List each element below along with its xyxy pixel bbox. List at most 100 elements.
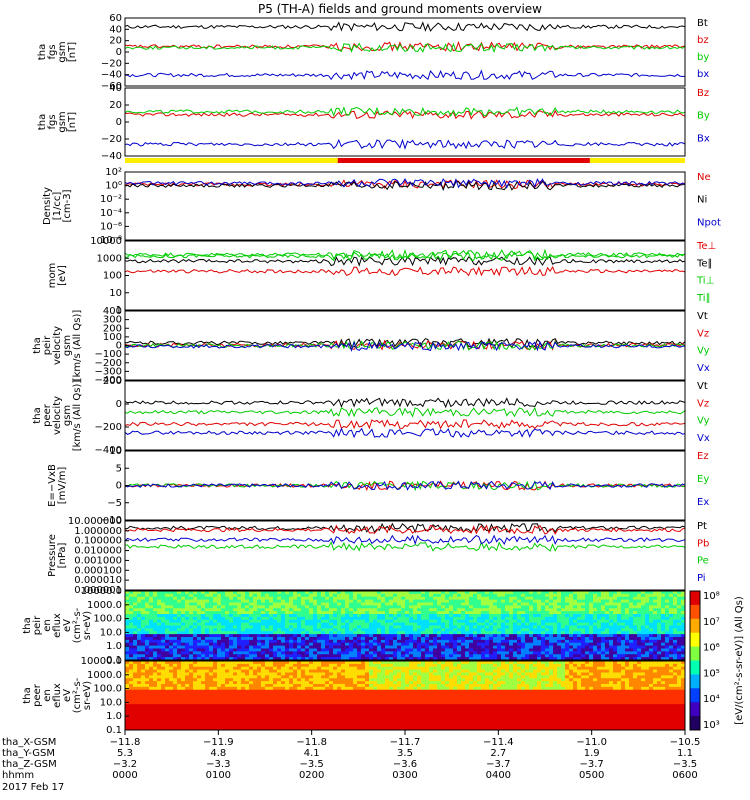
spectrogram-cell xyxy=(629,619,634,624)
spectrogram-cell xyxy=(393,611,398,615)
spectrogram-cell xyxy=(337,672,342,676)
spectrogram-cell xyxy=(281,631,286,635)
spectrogram-cell xyxy=(169,675,174,679)
spectrogram-cell xyxy=(181,616,186,621)
spectrogram-cell xyxy=(353,611,358,615)
spectrogram-cell xyxy=(569,657,574,661)
spectrogram-cell xyxy=(469,593,474,598)
spectrogram-cell xyxy=(165,689,170,694)
spectrogram-cell xyxy=(145,639,150,644)
spectrogram-cell xyxy=(273,669,278,673)
spectrogram-cell xyxy=(261,591,266,595)
spectrogram-cell xyxy=(533,684,538,688)
spectrogram-cell xyxy=(605,599,610,603)
spectrogram-cell xyxy=(197,672,202,676)
spectrogram-cell xyxy=(589,645,594,649)
spectrogram-cell xyxy=(497,602,502,606)
spectrogram-cell xyxy=(561,614,566,618)
spectrogram-cell xyxy=(637,634,642,638)
spectrogram-cell xyxy=(409,651,414,655)
spectrogram-cell xyxy=(173,684,178,688)
spectrogram-cell xyxy=(481,602,486,606)
spectrogram-cell xyxy=(229,642,234,647)
spectrogram-cell xyxy=(265,591,270,595)
spectrogram-cell xyxy=(329,616,334,621)
spectrogram-cell xyxy=(493,616,498,621)
spectrogram-cell xyxy=(413,678,418,682)
spectrogram-cell xyxy=(173,663,178,668)
spectrogram-cell xyxy=(181,686,186,691)
spectrogram-cell xyxy=(245,678,250,682)
spectrogram-cell xyxy=(157,666,162,671)
spectrogram-cell xyxy=(345,661,350,665)
spectrogram-cell xyxy=(221,625,226,629)
spectrogram-cell xyxy=(561,651,566,655)
spectrogram-cell xyxy=(569,637,574,641)
spectrogram-cell xyxy=(637,663,642,668)
spectrogram-cell xyxy=(653,648,658,652)
spectrogram-cell xyxy=(481,654,486,658)
spectrogram-cell xyxy=(601,639,606,644)
spectrogram-cell xyxy=(537,672,542,676)
spectrogram-cell xyxy=(473,596,478,601)
panel-peir_spectrogram: 10000.01000.0100.010.01.00.1thapeirenefl… xyxy=(22,586,686,666)
spectrogram-cell xyxy=(161,675,166,679)
spectrogram-cell xyxy=(161,608,166,612)
spectrogram-cell xyxy=(677,619,682,624)
spectrogram-cell xyxy=(125,675,130,679)
spectrogram-cell xyxy=(641,616,646,621)
spectrogram-cell xyxy=(293,631,298,635)
spectrogram-cell xyxy=(237,599,242,603)
spectrogram-cell xyxy=(269,645,274,649)
spectrogram-cell xyxy=(381,669,386,673)
spectrogram-cell xyxy=(445,622,450,626)
spectrogram-cell xyxy=(393,645,398,649)
spectrogram-cell xyxy=(269,663,274,668)
spectrogram-cell xyxy=(125,593,130,598)
spectrogram-cell xyxy=(417,605,422,609)
spectrogram-cell xyxy=(401,642,406,647)
spectrogram-cell xyxy=(445,681,450,685)
spectrogram-cell xyxy=(509,657,514,661)
spectrogram-cell xyxy=(545,625,550,629)
spectrogram-cell xyxy=(401,648,406,652)
spectrogram-cell xyxy=(281,666,286,671)
spectrogram-cell xyxy=(457,637,462,641)
spectrogram-cell xyxy=(609,651,614,655)
spectrogram-cell xyxy=(453,602,458,606)
spectrogram-cell xyxy=(485,657,490,661)
spectrogram-cell xyxy=(129,599,134,603)
spectrogram-cell xyxy=(249,599,254,603)
spectrogram-cell xyxy=(409,631,414,635)
spectrogram-cell xyxy=(641,596,646,601)
spectrogram-cell xyxy=(649,599,654,603)
spectrogram-cell xyxy=(233,619,238,624)
spectrogram-cell xyxy=(265,651,270,655)
spectrogram-cell xyxy=(381,639,386,644)
spectrogram-cell xyxy=(141,686,146,691)
spectrogram-cell xyxy=(549,637,554,641)
spectrogram-cell xyxy=(217,591,222,595)
spectrogram-cell xyxy=(149,661,154,665)
spectrogram-cell xyxy=(253,611,258,615)
spectrogram-cell xyxy=(533,625,538,629)
spectrogram-cell xyxy=(609,663,614,668)
spectrogram-cell xyxy=(577,686,582,691)
spectrogram-cell xyxy=(329,639,334,644)
spectrogram-cell xyxy=(625,637,630,641)
spectrogram-cell xyxy=(669,622,674,626)
spectrogram-cell xyxy=(585,596,590,601)
spectrogram-cell xyxy=(197,651,202,655)
spectrogram-cell xyxy=(337,628,342,632)
spectrogram-cell xyxy=(641,663,646,668)
spectrogram-cell xyxy=(361,663,366,668)
spectrogram-cell xyxy=(145,634,150,638)
spectrogram-cell xyxy=(457,608,462,612)
spectrogram-cell xyxy=(617,631,622,635)
spectrogram-cell xyxy=(661,591,666,595)
spectrogram-cell xyxy=(541,599,546,603)
spectrogram-cell xyxy=(621,616,626,621)
spectrogram-cell xyxy=(409,602,414,606)
spectrogram-cell xyxy=(673,657,678,661)
spectrogram-cell xyxy=(345,651,350,655)
